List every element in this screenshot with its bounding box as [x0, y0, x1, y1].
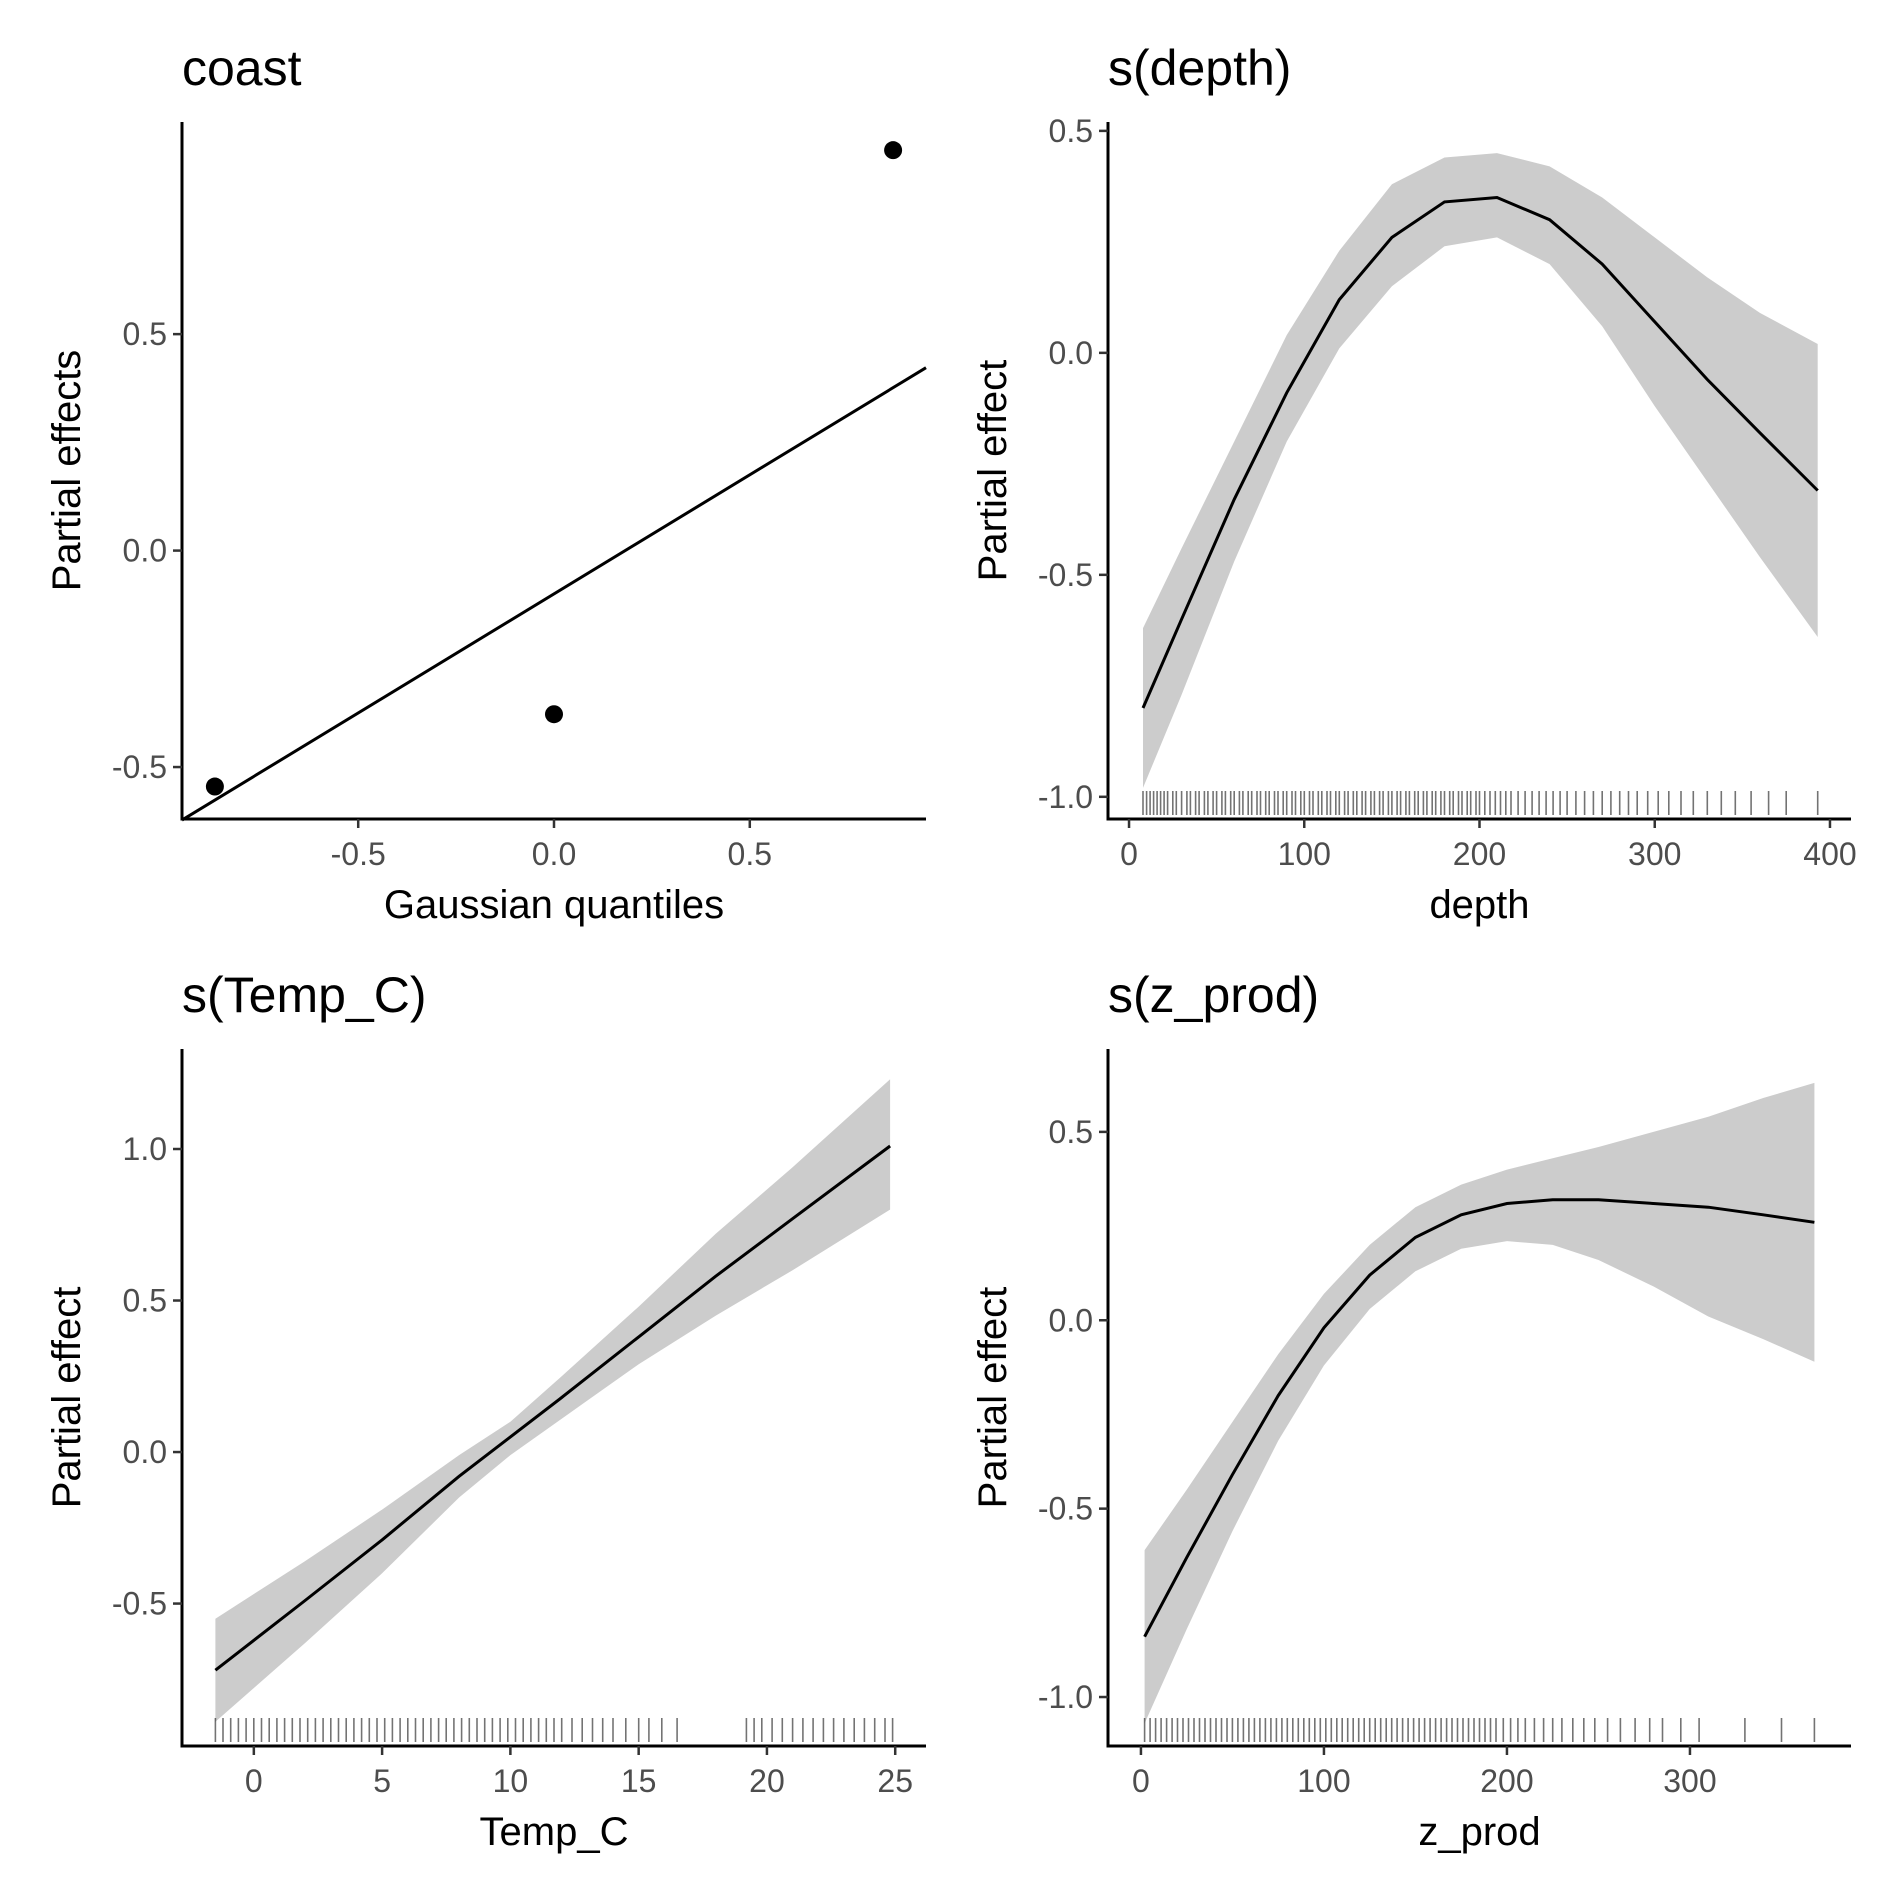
temp-y-tick-label-2: 0.5	[123, 1283, 167, 1319]
coast-y-axis-label: Partial effects	[45, 350, 89, 592]
zprod-x-axis-label: z_prod	[1418, 1810, 1540, 1854]
zprod-x-tick-label-2: 200	[1480, 1763, 1533, 1799]
coast-y-tick-label-0: -0.5	[112, 749, 167, 785]
zprod-panel: 0 100 200 300 -1.0 -0.5 0.0 0.5 s(z_prod) z_prod P…	[971, 967, 1851, 1854]
zprod-y-tick-label-0: -1.0	[1038, 1679, 1093, 1715]
temp-x-tick-label-2: 10	[493, 1763, 529, 1799]
depth-x-tick-label-3: 300	[1628, 836, 1681, 872]
zprod-confidence-band	[1144, 1082, 1815, 1724]
temp-smooth-line	[214, 1144, 891, 1672]
temp-rug	[214, 1718, 894, 1742]
depth-x-tick-label-4: 400	[1803, 836, 1856, 872]
temp-confidence-band	[215, 1079, 891, 1722]
zprod-x-tick-label-0: 0	[1132, 1763, 1150, 1799]
zprod-title: s(z_prod)	[1108, 967, 1319, 1023]
depth-x-axis-label: depth	[1429, 883, 1529, 927]
temp-x-tick-label-4: 20	[749, 1763, 785, 1799]
depth-smooth-line	[1141, 195, 1819, 709]
coast-panel: -0.5 0.0 0.5 -0.5 0.0 0.5 coast Gaussian quanti…	[45, 40, 927, 927]
temp-x-tick-label-3: 15	[621, 1763, 657, 1799]
depth-y-tick-label-1: -0.5	[1038, 557, 1093, 593]
temp-y-tick-label-1: 0.0	[123, 1434, 167, 1470]
coast-point-2	[884, 141, 903, 160]
depth-panel: 0 100 200 300 400 -1.0 -0.5 0.0 0.5 s(depth) depth…	[971, 40, 1857, 927]
coast-x-tick-label-0: -0.5	[331, 836, 386, 872]
temp-title: s(Temp_C)	[182, 967, 426, 1023]
zprod-y-tick-label-3: 0.5	[1049, 1114, 1093, 1150]
depth-y-tick-label-2: 0.0	[1049, 335, 1093, 371]
temp-x-tick-label-1: 5	[373, 1763, 391, 1799]
depth-x-tick-label-2: 200	[1453, 836, 1506, 872]
depth-confidence-band	[1143, 153, 1818, 788]
coast-x-axis-label: Gaussian quantiles	[384, 883, 724, 927]
depth-y-tick-label-3: 0.5	[1049, 113, 1093, 149]
zprod-y-tick-label-2: 0.0	[1049, 1302, 1093, 1338]
depth-y-axis-label: Partial effect	[971, 360, 1015, 582]
coast-title: coast	[182, 40, 302, 96]
coast-y-tick-label-1: 0.0	[123, 533, 167, 569]
temp-y-axis-label: Partial effect	[45, 1287, 89, 1509]
zprod-x-tick-label-1: 100	[1297, 1763, 1350, 1799]
zprod-y-tick-label-1: -0.5	[1038, 1491, 1093, 1527]
coast-x-tick-label-1: 0.0	[532, 836, 576, 872]
coast-y-tick-label-2: 0.5	[123, 316, 167, 352]
zprod-y-axis-label: Partial effect	[971, 1287, 1015, 1509]
temp-y-tick-label-3: 1.0	[123, 1131, 167, 1167]
coast-x-tick-label-2: 0.5	[728, 836, 772, 872]
coast-point-0	[205, 777, 224, 796]
temp-panel: 0 5 10 15 20 25 -0.5 0.0 0.5 1.0 s(Temp_C) Temp_C Pa…	[45, 967, 926, 1854]
temp-x-tick-label-0: 0	[245, 1763, 263, 1799]
depth-y-tick-label-0: -1.0	[1038, 779, 1093, 815]
depth-x-tick-label-1: 100	[1278, 836, 1331, 872]
zprod-smooth-line	[1143, 1198, 1815, 1638]
coast-point-1	[545, 705, 563, 724]
zprod-rug	[1143, 1718, 1816, 1742]
coast-reference-line	[181, 366, 927, 822]
depth-rug	[1142, 791, 1819, 815]
temp-x-tick-label-5: 25	[877, 1763, 913, 1799]
zprod-x-tick-label-3: 300	[1663, 1763, 1716, 1799]
temp-x-axis-label: Temp_C	[480, 1810, 629, 1854]
depth-x-tick-label-0: 0	[1120, 836, 1138, 872]
depth-title: s(depth)	[1108, 40, 1291, 96]
temp-y-tick-label-0: -0.5	[112, 1586, 167, 1622]
